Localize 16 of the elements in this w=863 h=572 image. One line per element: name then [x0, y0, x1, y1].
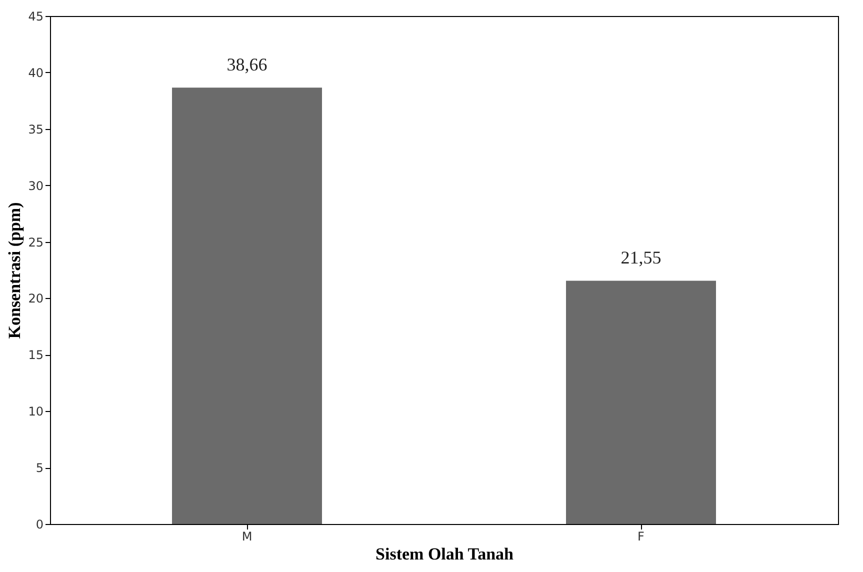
x-axis-title: Sistem Olah Tanah: [376, 544, 514, 564]
y-tick-label: 45: [28, 10, 44, 24]
y-tick-label: 20: [28, 292, 44, 306]
x-tick-label: F: [638, 530, 645, 544]
y-tick-label: 15: [28, 348, 44, 362]
y-tick-label: 40: [28, 66, 44, 80]
x-tick-label: M: [242, 530, 252, 544]
y-tick-label: 35: [28, 122, 44, 136]
y-axis-title: Konsentrasi (ppm): [5, 202, 24, 339]
y-tick-label: 10: [28, 404, 44, 419]
data-label: 21,55: [620, 248, 662, 268]
y-tick-label: 25: [28, 235, 44, 250]
y-tick-label: 0: [36, 518, 44, 532]
data-label: 38,66: [226, 54, 268, 75]
y-tick-label: 30: [28, 178, 44, 193]
y-tick-label: 5: [36, 461, 44, 476]
